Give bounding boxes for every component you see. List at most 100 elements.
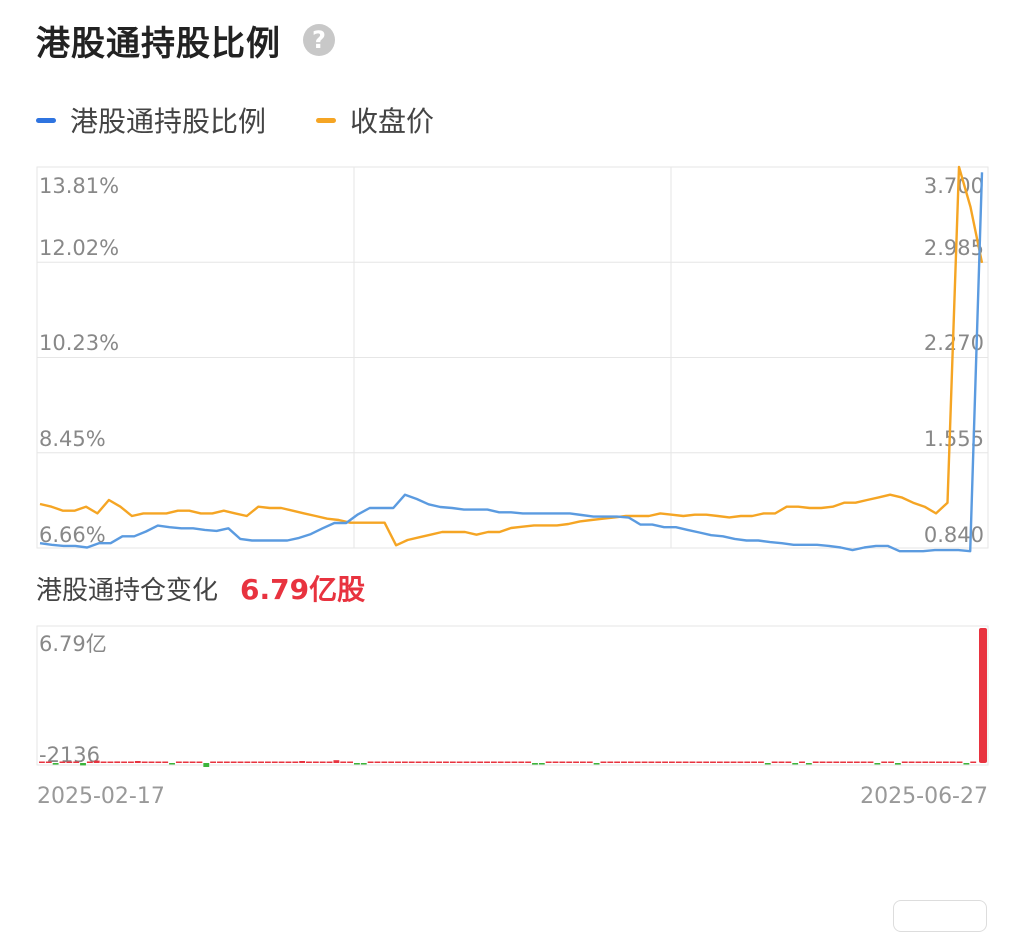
holding-change-bar [490,761,497,763]
holding-change-bar [66,761,73,763]
holding-change-bar [744,761,751,763]
holding-change-bar [559,761,566,763]
holding-change-bar [80,763,86,766]
title-row: 港股通持股比例 ? [36,14,335,66]
legend-item-price[interactable]: 收盘价 [316,100,434,140]
holding-change-bar [847,761,853,763]
holding-change-bar [340,761,347,763]
holding-change-bar [114,761,121,763]
holding-change-bar [388,761,395,763]
holding-change-bar [627,761,634,763]
holding-change-bar [593,763,600,765]
holding-change-bar [860,761,867,763]
holding-change-bar [374,761,381,763]
y-left-tick-label: 6.66% [39,523,106,547]
holding-change-bar [436,761,443,763]
holding-change-bar [833,761,840,763]
holding-change-bar [586,761,593,763]
holding-change-bar [271,761,278,763]
x-tick-label-start: 2025-02-17 [37,784,165,809]
holding-change-bar [696,761,703,763]
holding-change-bar [360,763,367,765]
holding-change-bar [689,761,696,763]
holding-change-bar [217,761,223,763]
holding-change-bar [970,761,977,763]
question-circle-icon[interactable]: ? [303,24,335,56]
holding-change-bar [979,628,987,763]
holding-change-bar [579,761,586,763]
holding-change-bar [703,761,710,763]
holding-change-bar [484,761,490,763]
holding-change-bar [456,761,463,763]
holding-change-bar [244,761,251,763]
holding-change-bar [306,761,312,763]
holding-change-bar [497,761,504,763]
holding-change-bar [737,761,744,763]
holding-change-bar [134,761,141,763]
holding-change-bar [648,761,655,763]
holding-change-bar [237,761,244,763]
holding-change-bar [381,761,388,763]
holding-change-bar [354,763,360,765]
holding-change-bar [929,761,936,763]
holding-change-bar [285,761,292,763]
holding-change-bar [655,761,662,763]
holding-change-bar [518,761,525,763]
holding-change-bar [155,761,162,763]
holding-change-bar [614,761,621,763]
holding-change-bar [573,761,579,763]
legend-item-ratio[interactable]: 港股通持股比例 [36,100,266,140]
holding-change-bar [785,761,792,763]
holding-change-bar [39,761,45,763]
holding-change-bar [621,761,627,763]
holding-change-bar [463,761,470,763]
holding-change-bar [764,763,771,765]
holding-change-bar [751,761,758,763]
holding-change-bar [264,761,271,763]
holding-change-bar [525,761,532,763]
holding-change-bar [771,761,778,763]
holding-change-bar [532,763,538,765]
y-right-tick-label: 0.840 [924,523,984,547]
holding-change-bar [819,761,826,763]
holding-change-bar [169,763,175,765]
holding-change-bar [778,761,785,763]
holding-change-bar [45,761,52,763]
bar-plot-frame [36,625,989,766]
legend-swatch-ratio [36,117,56,123]
bar-y-tick-label: 6.79亿 [39,632,107,656]
holding-change-bar [888,761,894,763]
holding-change-bar [634,761,641,763]
holding-change-bar [429,761,436,763]
holding-change-bar [367,761,374,763]
holding-change-bar [641,761,648,763]
holding-change-bar [347,761,353,763]
holding-change-bar [162,761,169,763]
holding-change-bar [908,761,915,763]
holding-change-bar [799,761,805,763]
holding-change-bar [333,760,340,763]
holding-change-bar [141,761,148,763]
holding-change-bar [812,761,819,763]
holding-change-bar [805,763,812,765]
holding-change-bar [52,763,59,765]
holding-change-bar [223,761,230,763]
holding-change-bar [196,761,203,763]
holding-change-bar [716,761,723,763]
holding-change-bar [682,761,689,763]
holding-change-bar [292,761,299,763]
holding-change-bar [881,761,888,763]
holding-change-bar [401,761,408,763]
y-left-tick-label: 12.02% [39,236,119,260]
holding-change-bar [730,761,737,763]
holding-change-bar [545,761,552,763]
holding-change-bar [189,761,196,763]
holding-change-bar [942,761,949,763]
holding-change-bar [956,761,963,763]
holding-change-bar [203,763,210,767]
corner-button[interactable] [893,900,987,932]
holding-change-bar [175,761,182,763]
holding-change-bar [600,761,607,763]
holding-change-bar [251,761,258,763]
holding-change-bar [422,761,429,763]
